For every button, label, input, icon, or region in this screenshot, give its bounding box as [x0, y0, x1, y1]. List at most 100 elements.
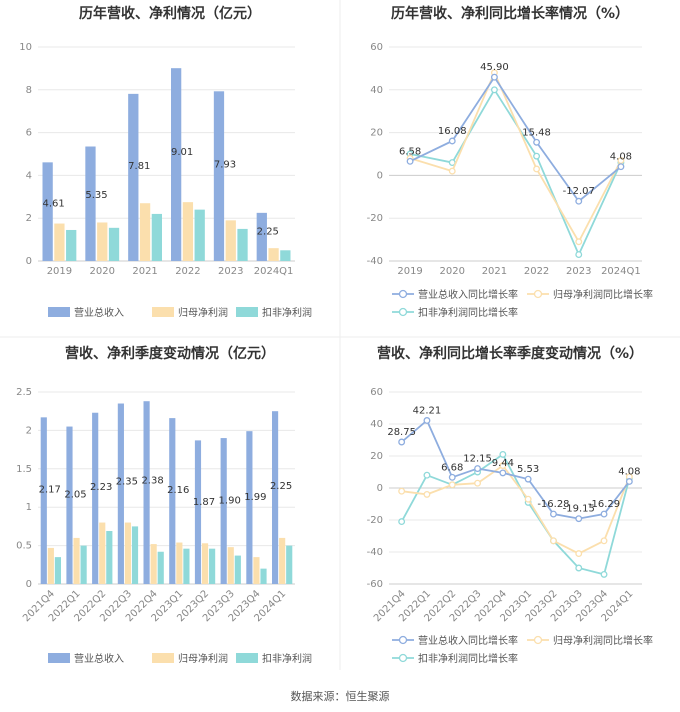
data-label: 2.25: [257, 227, 279, 238]
source-footnote: 数据来源：恒生聚源: [291, 689, 390, 703]
y-tick-label: 60: [370, 42, 383, 53]
data-point: [448, 167, 456, 175]
bar: [139, 203, 151, 261]
chart-title: 历年营收、净利同比增长率情况（%）: [391, 5, 629, 22]
data-point: [533, 165, 541, 173]
series-line: [409, 88, 622, 257]
chart-annual-growth-rate: 历年营收、净利同比增长率情况（%） -40 -20 0 20 40 60 2019 2020 20…: [367, 5, 653, 319]
legend-swatch: [236, 653, 258, 663]
bar: [66, 426, 73, 584]
bar: [280, 250, 291, 261]
data-point: [617, 163, 625, 171]
bar: [194, 440, 202, 584]
y-tick-label: 0: [26, 256, 32, 267]
x-tick-label: 2023: [566, 266, 591, 277]
bar: [225, 220, 236, 261]
bar: [170, 68, 182, 261]
legend-swatch: [152, 653, 174, 663]
data-label: 6.58: [399, 146, 421, 157]
data-label: 16.08: [438, 126, 467, 137]
data-label: -16.29: [588, 499, 620, 510]
series-line: [400, 453, 631, 576]
x-tick-label: 2020: [90, 266, 115, 277]
bar: [256, 212, 267, 261]
bar: [169, 418, 176, 584]
data-label: 1.87: [193, 497, 215, 508]
data-point: [625, 478, 633, 485]
legend-marker: [533, 635, 543, 645]
data-point: [398, 518, 406, 526]
legend-swatch: [152, 307, 174, 317]
data-point: [575, 251, 583, 259]
legend-label: 营业总收入: [74, 652, 124, 665]
series-line: [401, 464, 631, 555]
data-label: 7.93: [214, 160, 236, 171]
chart-quarterly-revenue-profit: 营收、净利季度变动情况（亿元）00.511.522.52021Q42022Q12…: [16, 345, 312, 665]
data-point: [524, 495, 532, 503]
y-tick-label: 6: [26, 128, 32, 139]
bar: [117, 403, 124, 584]
legend-marker: [398, 635, 408, 645]
data-point: [448, 137, 456, 145]
legend-label: 营业总收入同比增长率: [418, 288, 518, 301]
legend-swatch: [236, 307, 258, 317]
bar: [227, 547, 234, 584]
data-point: [524, 475, 532, 483]
data-label: -12.07: [563, 186, 595, 197]
x-tick-label: 2021: [132, 266, 157, 277]
y-tick-label: -20: [367, 213, 383, 224]
legend-label: 扣非净利润同比增长率: [418, 306, 518, 319]
data-point: [474, 465, 481, 473]
bar: [143, 401, 150, 584]
y-tick-label: 8: [26, 85, 32, 96]
bar: [201, 543, 209, 584]
bar: [246, 431, 253, 584]
bar: [92, 412, 99, 584]
y-tick-label: 0.5: [16, 541, 32, 552]
data-point: [448, 481, 456, 489]
data-point: [600, 537, 608, 545]
bar: [194, 209, 205, 261]
legend-label: 归母净利润同比增长率: [553, 288, 653, 301]
y-tick-label: 10: [19, 42, 32, 53]
data-point: [499, 450, 507, 458]
data-point: [575, 515, 583, 523]
series-line: [409, 75, 622, 203]
y-tick-label: 1: [26, 502, 32, 513]
x-tick-label: 2023: [218, 266, 243, 277]
data-point: [448, 473, 456, 481]
data-label: 28.75: [387, 427, 416, 438]
data-point: [533, 152, 541, 160]
data-point: [575, 197, 583, 205]
x-tick-label: 2021: [482, 266, 507, 277]
data-label: 9.01: [171, 147, 193, 158]
bar: [234, 555, 241, 584]
bar: [85, 146, 96, 261]
x-tick-label: 2024Q1: [254, 266, 294, 277]
data-point: [499, 469, 507, 477]
data-label: 2.16: [167, 485, 189, 496]
data-label: 15.48: [522, 127, 551, 138]
bar: [131, 526, 139, 584]
data-point: [398, 487, 406, 495]
bar: [150, 544, 157, 584]
legend-marker: [398, 289, 408, 299]
data-point: [600, 510, 608, 518]
bar: [182, 202, 194, 261]
bar: [209, 548, 216, 584]
data-label: 1.99: [244, 492, 266, 503]
bar: [260, 568, 267, 584]
chart-title: 历年营收、净利情况（亿元）: [79, 5, 261, 22]
x-tick-label: 2020: [440, 266, 465, 277]
data-point: [406, 157, 414, 165]
y-tick-label: -60: [367, 579, 383, 590]
bar: [157, 551, 164, 584]
bar: [73, 537, 80, 584]
data-point: [533, 138, 541, 146]
data-label: 2.17: [39, 484, 61, 495]
y-tick-label: 2.5: [16, 387, 32, 398]
chart-title: 营收、净利季度变动情况（亿元）: [65, 345, 275, 362]
data-label: 7.81: [128, 161, 150, 172]
data-label: 9.44: [492, 458, 514, 469]
